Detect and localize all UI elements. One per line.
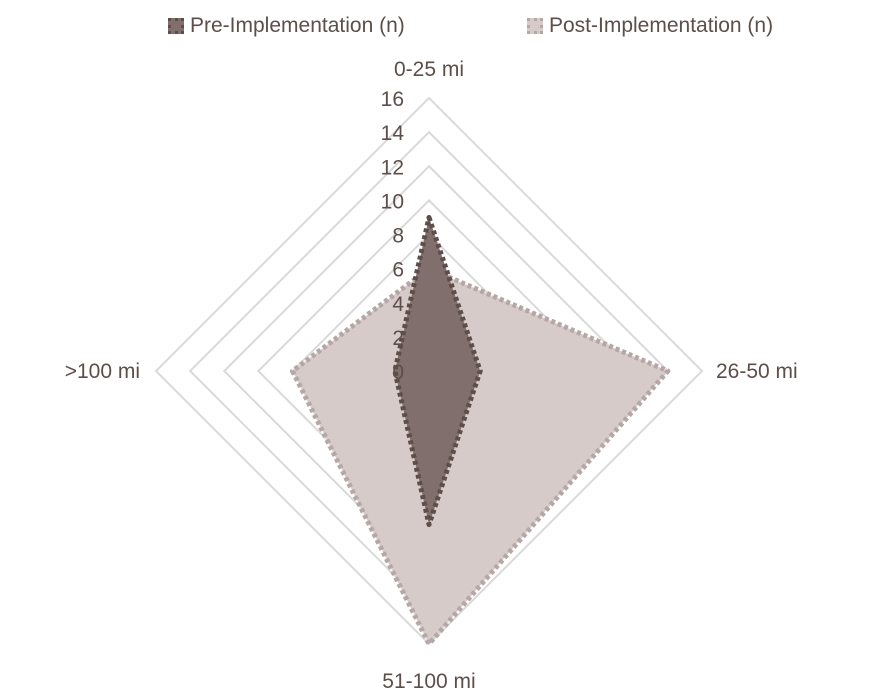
legend-label-pre: Pre-Implementation (n) <box>190 14 405 37</box>
series-polygon-post <box>290 266 671 647</box>
tick-label-12: 12 <box>381 156 404 179</box>
tick-label-8: 8 <box>392 225 404 248</box>
series-polygon-pre <box>392 214 483 528</box>
legend-swatch-pre <box>168 18 184 34</box>
legend-swatch-post <box>527 18 543 34</box>
legend-label-post: Post-Implementation (n) <box>549 14 774 37</box>
tick-label-0: 0 <box>392 361 404 384</box>
category-labels: 0-25 mi 26-50 mi 51-100 mi >100 mi <box>65 58 798 693</box>
tick-label-6: 6 <box>392 259 404 282</box>
radar-series <box>290 214 671 647</box>
legend-item-post: Post-Implementation (n) <box>527 14 773 38</box>
tick-label-14: 14 <box>381 122 405 145</box>
legend-item-pre: Pre-Implementation (n) <box>168 14 405 38</box>
tick-label-4: 4 <box>392 293 404 316</box>
tick-label-2: 2 <box>392 327 404 350</box>
category-label-3: >100 mi <box>65 360 140 383</box>
tick-label-10: 10 <box>381 190 404 213</box>
category-label-1: 26-50 mi <box>716 360 798 383</box>
category-label-0: 0-25 mi <box>394 58 464 81</box>
category-label-2: 51-100 mi <box>382 670 475 693</box>
tick-label-16: 16 <box>381 88 404 111</box>
radial-tick-labels: 0 2 4 6 8 10 12 14 16 <box>381 88 405 384</box>
